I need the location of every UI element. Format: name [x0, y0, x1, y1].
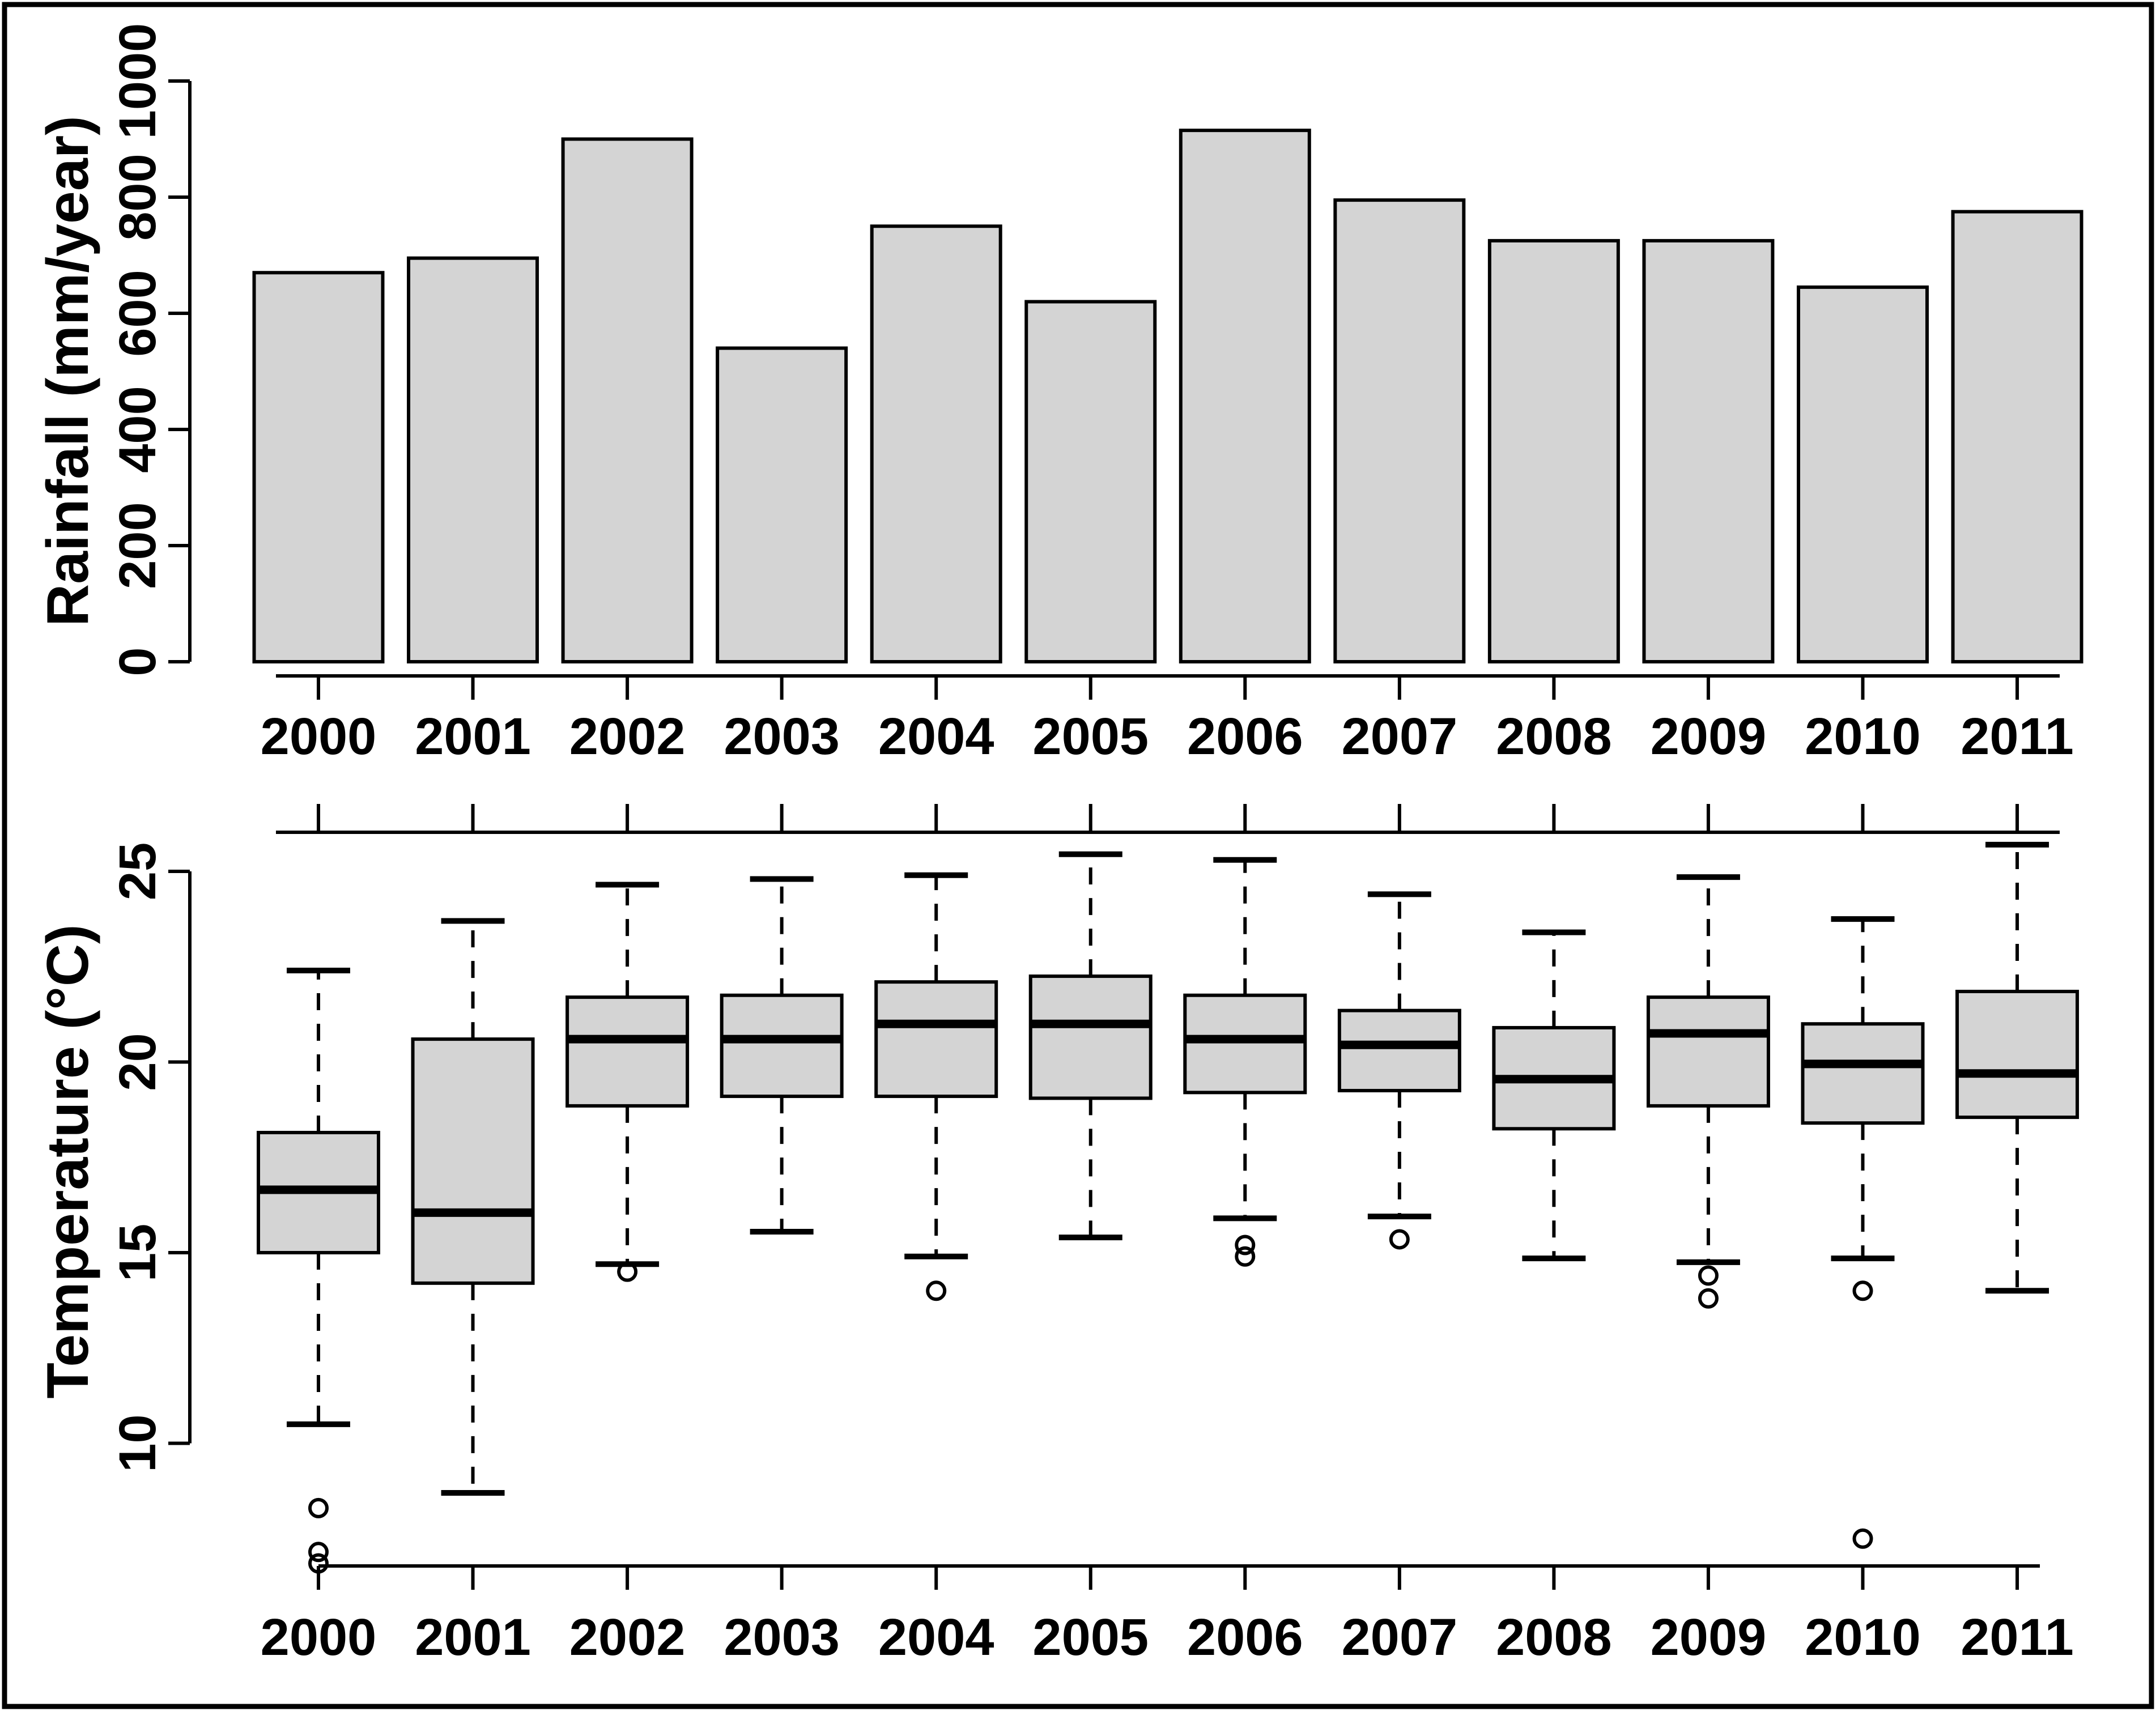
- bar-2003: [716, 346, 848, 663]
- rainfall-y-tick-label: 200: [109, 502, 167, 589]
- temperature-x-tick-label: 2008: [1496, 1608, 1612, 1666]
- outlier-point-2002: [617, 1261, 638, 1282]
- outlier-point-2000: [308, 1497, 329, 1518]
- outlier-point-2004: [926, 1280, 947, 1301]
- rainfall-y-tick-label: 600: [109, 270, 167, 357]
- rainfall-x-tick-label: 2000: [261, 708, 377, 765]
- rainfall-x-tick-label: 2010: [1805, 708, 1921, 765]
- temperature-x-tick-label: 2001: [415, 1608, 531, 1666]
- temperature-y-tick-label: 15: [109, 1224, 167, 1282]
- temperature-x-tick-label: 2004: [878, 1608, 994, 1666]
- rainfall-axis-title: Rainfall (mm/year): [35, 116, 101, 627]
- bar-2010: [1797, 285, 1929, 663]
- temperature-x-tick-label: 2002: [569, 1608, 686, 1666]
- rainfall-x-tick-label: 2006: [1187, 708, 1303, 765]
- outlier-point-2007: [1389, 1229, 1410, 1250]
- rainfall-x-tick-label: 2001: [415, 708, 531, 765]
- bar-2011: [1951, 210, 2083, 663]
- box-2007: [1337, 1008, 1461, 1092]
- bar-2006: [1179, 129, 1311, 663]
- box-2010: [1801, 1022, 1925, 1125]
- temperature-x-tick-label: 2006: [1187, 1608, 1303, 1666]
- box-2006: [1183, 993, 1307, 1095]
- temperature-axis-title: Temperature (°C): [35, 924, 101, 1398]
- box-2011: [1955, 989, 2080, 1120]
- temperature-x-tick-label: 2009: [1651, 1608, 1767, 1666]
- rainfall-y-tick-label: 0: [109, 647, 167, 676]
- rainfall-x-tick-label: 2007: [1342, 708, 1458, 765]
- rainfall-x-tick-label: 2009: [1651, 708, 1767, 765]
- bar-2001: [407, 256, 539, 663]
- box-2001: [411, 1037, 535, 1285]
- rainfall-x-tick-label: 2011: [1961, 708, 2074, 765]
- box-2009: [1646, 995, 1770, 1108]
- bar-2002: [561, 137, 694, 663]
- rainfall-y-tick-label: 1000: [109, 23, 167, 139]
- temperature-x-tick-label: 2005: [1032, 1608, 1149, 1666]
- rainfall-x-tick-label: 2005: [1032, 708, 1149, 765]
- box-2002: [565, 995, 690, 1108]
- rainfall-y-tick-label: 400: [109, 386, 167, 473]
- outlier-point-2006: [1235, 1246, 1256, 1267]
- temperature-y-tick-label: 20: [109, 1033, 167, 1091]
- bar-2004: [870, 224, 1002, 663]
- outlier-point-2010: [1852, 1528, 1873, 1549]
- bar-2009: [1642, 239, 1775, 663]
- box-2005: [1028, 974, 1153, 1100]
- rainfall-x-tick-label: 2003: [724, 708, 840, 765]
- outlier-point-2000: [308, 1542, 329, 1563]
- rainfall-x-tick-label: 2008: [1496, 708, 1612, 765]
- box-2003: [720, 993, 844, 1099]
- temperature-x-tick-label: 2007: [1342, 1608, 1458, 1666]
- outlier-point-2010: [1852, 1280, 1873, 1301]
- temperature-x-tick-label: 2010: [1805, 1608, 1921, 1666]
- outlier-point-2006: [1235, 1235, 1256, 1255]
- box-2004: [874, 980, 998, 1099]
- rainfall-x-tick-label: 2002: [569, 708, 686, 765]
- bar-2007: [1333, 198, 1466, 663]
- temperature-y-tick-label: 10: [109, 1414, 167, 1472]
- temperature-x-tick-label: 2011: [1961, 1608, 2074, 1666]
- rainfall-y-tick-label: 800: [109, 154, 167, 241]
- temperature-x-tick-label: 2000: [261, 1608, 377, 1666]
- temperature-y-tick-label: 25: [109, 842, 167, 900]
- outlier-point-2009: [1698, 1288, 1719, 1309]
- outlier-point-2009: [1698, 1265, 1719, 1286]
- temperature-x-tick-label: 2003: [724, 1608, 840, 1666]
- rainfall-x-tick-label: 2004: [878, 708, 994, 765]
- bar-2000: [252, 271, 385, 663]
- bar-2005: [1024, 300, 1157, 663]
- bar-2008: [1487, 239, 1620, 663]
